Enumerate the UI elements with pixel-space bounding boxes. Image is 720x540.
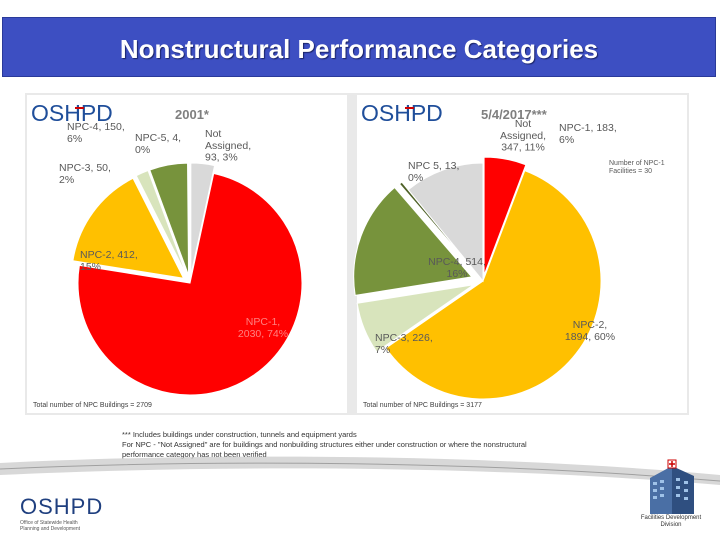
pie-slice-1-npc-4 — [149, 162, 190, 276]
pie-chart-2: NPC-1, 183, 6% NPC-2, 1894, 60% NPC-3, 226, 7… — [353, 95, 687, 413]
division-label-line-1: Facilities Development — [640, 515, 702, 521]
slice-label-2-npc-3: NPC-3, 226, 7% — [375, 332, 433, 356]
footnote: *** Includes buildings under constructio… — [122, 430, 642, 460]
chart-area: NPC-1, 2030, 74% NPC-2, 412, 15% NPC-3, 50, 2… — [25, 93, 689, 415]
pie-slice-1-npc-5 — [188, 162, 191, 276]
chart-title-2: 5/4/2017*** — [481, 107, 548, 122]
building-icon — [650, 459, 694, 514]
pie-slice-2-npc-3 — [356, 284, 475, 353]
footnote-line-1: *** Includes buildings under constructio… — [122, 430, 357, 439]
footnote-line-3: performance category has not been verifi… — [122, 450, 267, 459]
slice-label-1-npc-5: NPC-5, 4, 0% — [135, 132, 181, 156]
pie-slice-1-npc-1 — [77, 172, 303, 396]
division-label-line-2: Division — [660, 522, 682, 528]
total-label-2: Total number of NPC Buildings = 3177 — [363, 402, 482, 409]
pie-slice-1-not-assigned — [190, 162, 216, 276]
decorative-band — [0, 455, 720, 540]
footnote-line-2: For NPC - "Not Assigned" are for buildin… — [122, 440, 527, 449]
logo-subtitle-1: Office of Statewide Health — [20, 520, 78, 526]
pie-slice-2-not-assigned — [407, 162, 484, 283]
division-label: Facilities Development Division — [636, 515, 706, 529]
pie-slice-2-npc-1 — [483, 156, 527, 276]
pie-chart-1: NPC-1, 2030, 74% NPC-2, 412, 15% NPC-3, 50, 2… — [27, 95, 347, 413]
slice-label-2-npc-5: NPC 5, 13, 0% — [408, 160, 459, 184]
oshpd-logo-2: OSHPD — [361, 100, 443, 126]
slice-label-2-npc-1: NPC-1, 183, 6% — [559, 122, 617, 146]
pie-slice-1-npc-2 — [72, 177, 185, 279]
pie-slice-1-npc-3 — [135, 169, 188, 276]
slice-label-2-npc-2: NPC-2, 1894, 60% — [565, 319, 615, 343]
oshpd-logo-bottom: OSHPD Office of Statewide Health Plannin… — [20, 494, 110, 532]
pie-slice-2-npc-2 — [385, 169, 602, 400]
total-label-1: Total number of NPC Buildings = 2709 — [33, 402, 152, 409]
pie-charts: NPC-1, 2030, 74% NPC-2, 412, 15% NPC-3, 50, 2… — [27, 95, 687, 413]
slide-title: Nonstructural Performance Categories — [119, 34, 599, 64]
slice-label-1-not-assigned: Not Assigned, 93, 3% — [205, 128, 251, 164]
slice-label-2-not-assigned: Not Assigned, 347, 11% — [500, 118, 546, 154]
swoosh-graphic — [0, 456, 720, 485]
oshpd-logo-1: OSHPD — [31, 100, 113, 126]
logo-subtitle-2: Planning and Development — [20, 526, 81, 532]
chart-annotation-2: Number of NPC-1 Facilities = 30 — [609, 160, 665, 175]
logo-name: OSHPD — [20, 494, 104, 519]
slice-label-1-npc-3: NPC-3, 50, 2% — [59, 162, 111, 186]
title-bar: Nonstructural Performance Categories — [2, 17, 716, 77]
slice-label-1-npc-2: NPC-2, 412, 15% — [80, 249, 138, 273]
chart-title-1: 2001* — [175, 107, 210, 122]
svg-text:OSHPD: OSHPD — [361, 100, 443, 126]
pie-slice-2-npc-4 — [353, 186, 473, 296]
slice-label-2-npc-4: NPC-4, 514, 16% — [428, 256, 486, 280]
slice-label-1-npc-4: NPC-4, 150, 6% — [67, 121, 125, 145]
svg-text:OSHPD: OSHPD — [31, 100, 113, 126]
slice-label-1-npc-1: NPC-1, 2030, 74% — [238, 316, 288, 340]
pie-slice-2-npc-5 — [398, 181, 477, 274]
